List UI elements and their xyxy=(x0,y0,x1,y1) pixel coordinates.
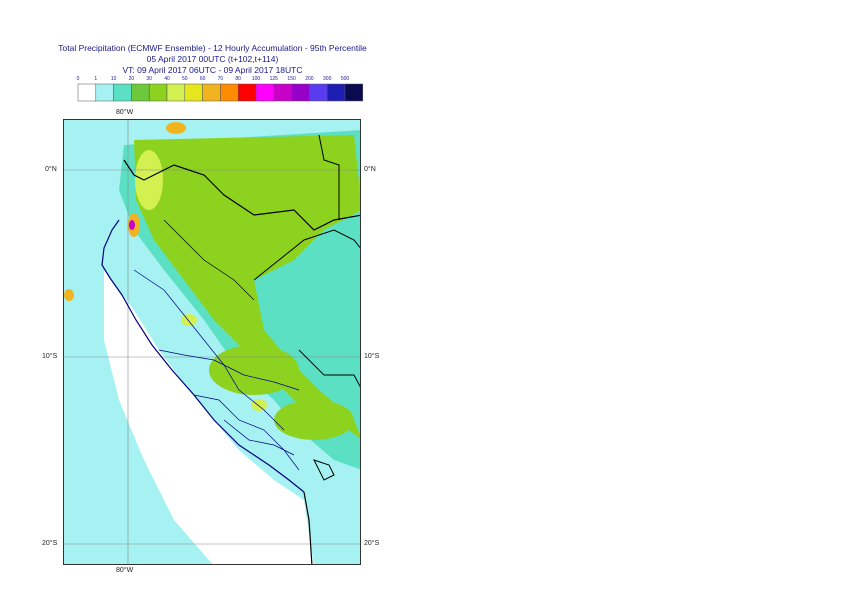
map-title-line2: 05 April 2017 00UTC (t+102,t+114) xyxy=(146,54,279,64)
legend-break-label: 1 xyxy=(94,76,97,82)
precip-blob-east xyxy=(274,400,354,440)
precipitation-legend: 0 1 10 20 30 40 50 60 70 80 100 125 150 200 300 500 xyxy=(77,76,364,102)
region-boundary-1 xyxy=(133,269,285,431)
legend-break-label: 20 xyxy=(129,76,135,82)
map-title-line3: VT: 09 April 2017 06UTC - 09 April 2017 … xyxy=(122,65,303,75)
lat-label-right-0n: 0°N xyxy=(364,166,376,173)
lat-label-left-20s: 20°S xyxy=(42,540,58,547)
legend-swatch xyxy=(326,83,346,102)
border-north xyxy=(123,159,360,231)
legend-swatch xyxy=(131,83,150,102)
legend-swatch xyxy=(184,83,203,102)
legend-break-label: 0 xyxy=(77,76,80,82)
precip-yellow-north xyxy=(135,150,163,210)
precip-orange-offshore xyxy=(64,289,74,301)
legend-break-label: 50 xyxy=(182,76,188,82)
legend-swatch xyxy=(202,83,221,102)
border-bolivia xyxy=(298,349,360,388)
precip-orange-north xyxy=(166,122,186,134)
legend-swatch xyxy=(148,83,168,102)
precip-yellow-center xyxy=(181,314,197,326)
coastline xyxy=(101,219,305,493)
legend-break-label: 10 xyxy=(111,76,117,82)
lat-label-left-10s: 10°S xyxy=(42,353,58,360)
legend-break-label: 125 xyxy=(270,76,279,82)
region-boundary-5 xyxy=(163,219,255,301)
legend-swatch xyxy=(95,83,114,102)
legend-swatch xyxy=(273,83,292,102)
legend-swatch xyxy=(113,83,132,102)
region-boundary-2 xyxy=(158,349,300,391)
legend-break-label: 300 xyxy=(323,76,332,82)
lat-label-right-10s: 10°S xyxy=(364,353,380,360)
legend-break-label: 200 xyxy=(305,76,314,82)
precipitation-map xyxy=(64,120,360,564)
precip-blob-south xyxy=(209,345,299,395)
legend-break-label: 150 xyxy=(287,76,296,82)
precip-30-40 xyxy=(134,135,360,439)
legend-swatch xyxy=(237,83,257,102)
legend-break-label: 40 xyxy=(164,76,170,82)
precip-yellow-south xyxy=(251,399,267,411)
border-brazil xyxy=(253,229,360,281)
region-boundary-3 xyxy=(193,394,300,471)
legend-break-label: 70 xyxy=(218,76,224,82)
border-northeast xyxy=(318,134,340,220)
map-panel[interactable] xyxy=(63,119,361,565)
legend-swatch xyxy=(166,83,186,102)
lon-label-bottom: 80°W xyxy=(116,567,134,574)
border-chile xyxy=(303,491,313,564)
legend-swatch xyxy=(220,83,239,102)
lon-label-top: 80°W xyxy=(116,109,134,116)
legend-swatch xyxy=(77,83,97,102)
lat-label-right-20s: 20°S xyxy=(364,540,380,547)
legend-break-label: 500 xyxy=(341,76,350,82)
legend-swatch xyxy=(309,83,328,102)
legend-swatch xyxy=(255,83,275,102)
legend-swatch xyxy=(291,83,310,102)
precip-max-peak xyxy=(129,220,135,230)
region-boundary-4 xyxy=(223,419,295,456)
legend-break-label: 60 xyxy=(200,76,206,82)
lake-titicaca xyxy=(313,459,335,481)
dry-coastal-zone xyxy=(104,270,314,564)
lat-label-left-0n: 0°N xyxy=(45,166,57,173)
legend-break-label: 100 xyxy=(252,76,261,82)
legend-break-label: 80 xyxy=(235,76,241,82)
legend-swatch xyxy=(344,83,364,102)
legend-break-label: 30 xyxy=(146,76,152,82)
map-title-line1: Total Precipitation (ECMWF Ensemble) - 1… xyxy=(58,43,367,53)
